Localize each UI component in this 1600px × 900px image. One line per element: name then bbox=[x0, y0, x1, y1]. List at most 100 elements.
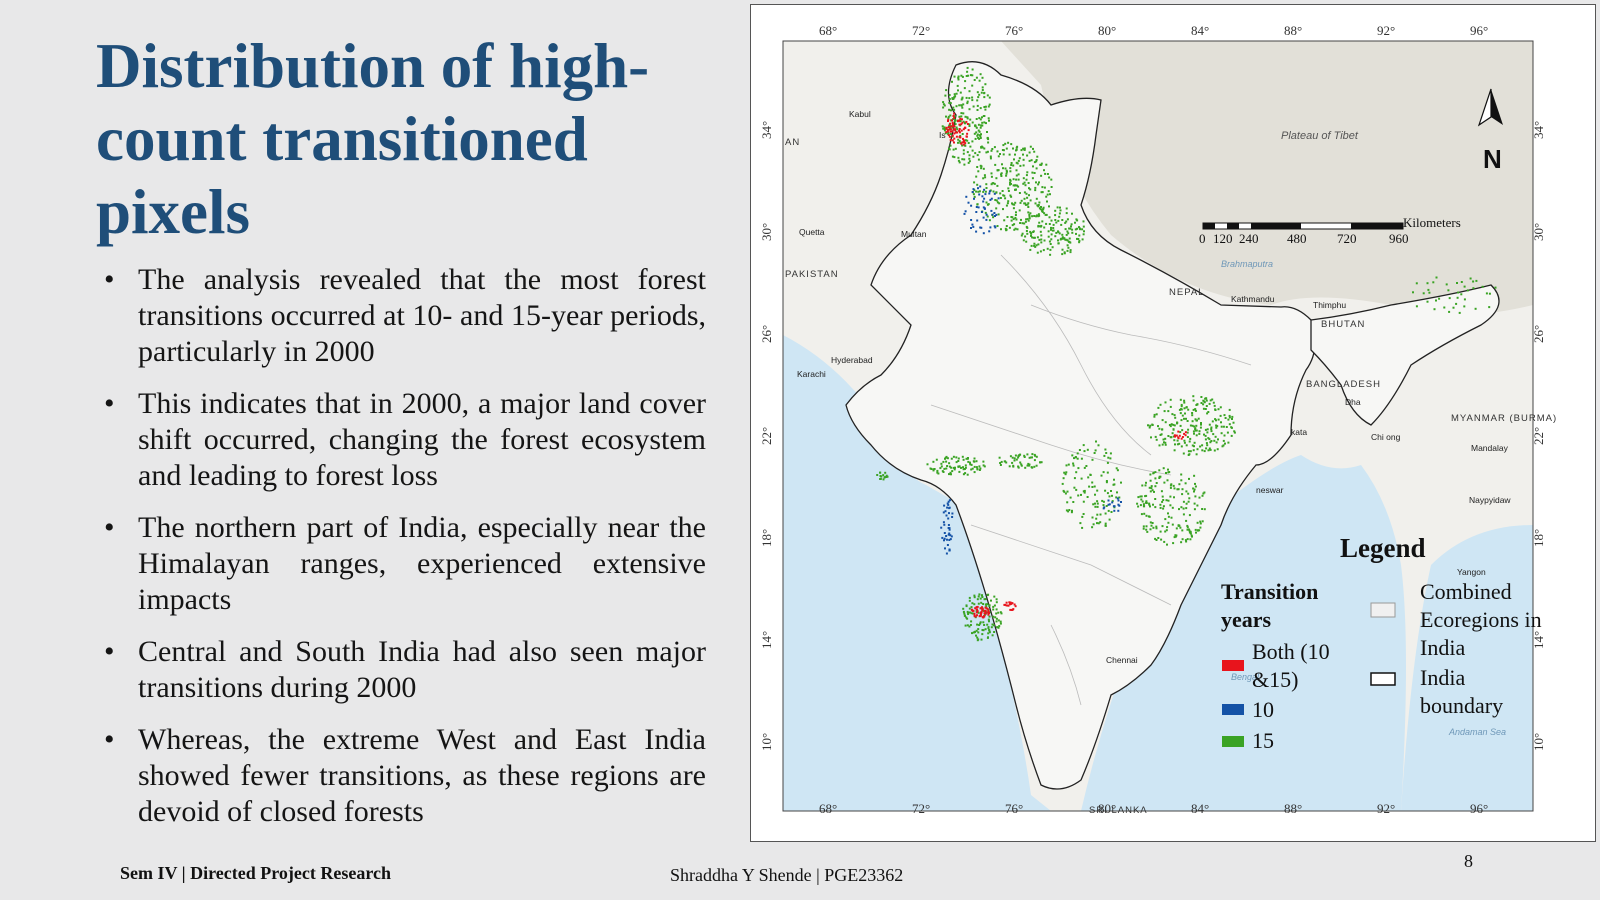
transition-pixel bbox=[1030, 159, 1033, 162]
transition-pixel bbox=[1012, 184, 1015, 187]
transition-pixel bbox=[956, 131, 959, 134]
transition-pixel bbox=[959, 91, 962, 94]
transition-pixel bbox=[1029, 230, 1032, 233]
transition-pixel bbox=[1069, 227, 1072, 230]
transition-pixel bbox=[1054, 219, 1057, 221]
transition-pixel bbox=[1046, 247, 1049, 250]
transition-pixel bbox=[1161, 428, 1164, 431]
transition-pixel bbox=[978, 134, 981, 137]
transition-pixel bbox=[1011, 456, 1014, 459]
transition-pixel bbox=[970, 463, 973, 466]
transition-pixel bbox=[1164, 401, 1167, 404]
transition-pixel bbox=[1080, 493, 1082, 496]
transition-pixel bbox=[994, 199, 997, 201]
transition-pixel bbox=[1189, 450, 1192, 453]
transition-pixel bbox=[1017, 185, 1020, 188]
transition-pixel bbox=[1181, 488, 1184, 491]
transition-pixel bbox=[1160, 538, 1163, 541]
transition-pixel bbox=[1193, 474, 1196, 477]
transition-pixel bbox=[979, 597, 982, 600]
transition-pixel bbox=[1013, 603, 1016, 606]
transition-pixel bbox=[984, 190, 987, 193]
transition-pixel bbox=[1180, 506, 1183, 509]
transition-pixel bbox=[1011, 461, 1014, 464]
transition-pixel bbox=[1448, 297, 1451, 300]
transition-pixel bbox=[971, 96, 974, 99]
transition-pixel bbox=[958, 104, 961, 107]
transition-pixel bbox=[1038, 221, 1041, 224]
transition-pixel bbox=[1202, 407, 1205, 410]
longitude-tick-label: 92° bbox=[1377, 23, 1395, 38]
transition-pixel bbox=[1142, 503, 1145, 506]
city-chennai: Chennai bbox=[1106, 655, 1138, 665]
transition-pixel bbox=[1215, 424, 1218, 427]
transition-pixel bbox=[1145, 481, 1147, 484]
transition-pixel bbox=[1452, 306, 1455, 309]
transition-pixel bbox=[1106, 461, 1109, 464]
transition-pixel bbox=[1199, 445, 1202, 448]
transition-pixel bbox=[1173, 439, 1176, 442]
scale-label-960: 960 bbox=[1389, 231, 1409, 246]
transition-pixel bbox=[1169, 405, 1172, 408]
bullet-item: • Central and South India had also seen … bbox=[104, 634, 706, 706]
transition-pixel bbox=[1075, 471, 1078, 474]
transition-pixel bbox=[1187, 450, 1190, 453]
transition-pixel bbox=[951, 134, 954, 137]
transition-pixel bbox=[1200, 396, 1203, 398]
transition-pixel bbox=[957, 156, 960, 159]
transition-pixel bbox=[962, 466, 964, 469]
transition-pixel bbox=[974, 137, 977, 140]
transition-pixel bbox=[976, 109, 979, 111]
transition-pixel bbox=[977, 595, 980, 598]
transition-pixel bbox=[990, 626, 993, 629]
transition-pixel bbox=[946, 465, 949, 467]
transition-pixel bbox=[1033, 161, 1036, 164]
transition-pixel bbox=[1204, 438, 1207, 441]
transition-pixel bbox=[1168, 471, 1171, 473]
transition-pixel bbox=[1113, 509, 1116, 512]
transition-pixel bbox=[1017, 465, 1020, 468]
transition-pixel bbox=[1233, 431, 1236, 434]
transition-pixel bbox=[981, 596, 984, 598]
transition-pixel bbox=[1009, 181, 1011, 184]
transition-pixel bbox=[988, 604, 991, 607]
city-kathmandu: Kathmandu bbox=[1231, 294, 1275, 304]
transition-pixel bbox=[977, 602, 980, 605]
transition-pixel bbox=[1149, 473, 1152, 476]
transition-pixel bbox=[1196, 448, 1199, 451]
transition-pixel bbox=[979, 118, 982, 121]
transition-pixel bbox=[976, 91, 979, 94]
transition-pixel bbox=[1025, 240, 1028, 243]
transition-pixel bbox=[973, 465, 976, 468]
andaman-label: Andaman Sea bbox=[1448, 727, 1506, 737]
transition-pixel bbox=[1195, 404, 1198, 406]
transition-pixel bbox=[966, 66, 969, 69]
transition-pixel bbox=[1076, 237, 1078, 240]
transition-pixel bbox=[1102, 471, 1105, 474]
transition-pixel bbox=[1150, 436, 1152, 439]
transition-pixel bbox=[952, 455, 955, 458]
transition-pixel bbox=[1205, 442, 1208, 445]
latitude-tick-label: 18° bbox=[1531, 529, 1546, 547]
transition-pixel bbox=[960, 104, 963, 107]
transition-pixel bbox=[979, 622, 982, 625]
transition-pixel bbox=[1049, 193, 1051, 196]
transition-pixel bbox=[1088, 485, 1091, 488]
transition-pixel bbox=[1113, 505, 1116, 508]
transition-pixel bbox=[949, 144, 952, 147]
transition-pixel bbox=[1091, 481, 1094, 484]
transition-pixel bbox=[1028, 151, 1031, 154]
transition-pixel bbox=[992, 608, 995, 611]
transition-pixel bbox=[987, 626, 990, 629]
transition-pixel bbox=[1008, 226, 1011, 229]
transition-pixel bbox=[1058, 215, 1061, 218]
transition-pixel bbox=[975, 131, 978, 134]
north-arrow-label: N bbox=[1483, 144, 1502, 174]
transition-pixel bbox=[995, 213, 998, 216]
transition-pixel bbox=[980, 601, 983, 604]
transition-pixel bbox=[1230, 426, 1233, 429]
transition-pixel bbox=[975, 466, 978, 469]
transition-pixel bbox=[987, 632, 990, 635]
transition-pixel bbox=[952, 128, 955, 131]
transition-pixel bbox=[1026, 464, 1029, 467]
